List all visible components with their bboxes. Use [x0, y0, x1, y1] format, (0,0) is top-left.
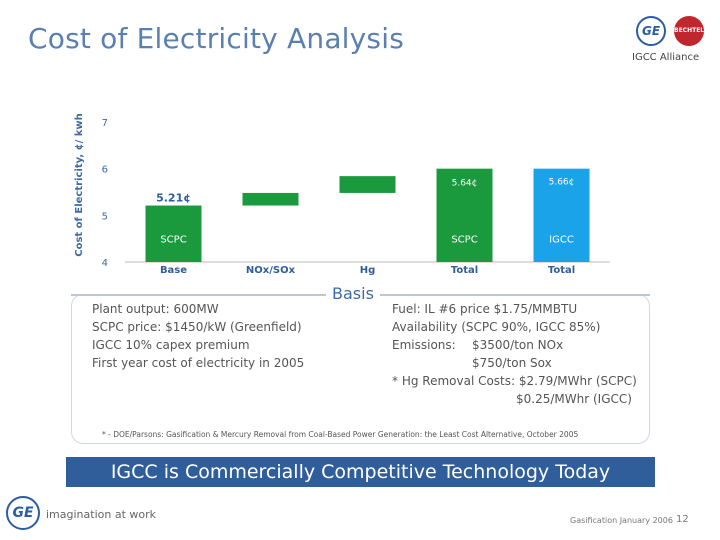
- hg-removal-line1: * Hg Removal Costs: $2.79/MWhr (SCPC): [392, 374, 637, 388]
- hg-removal-line2: $0.25/MWhr (IGCC): [516, 392, 632, 406]
- waterfall-chart: Cost of Electricity, ¢/ kwh 4 5 6 7 5.21¢ SCPC…: [74, 113, 610, 276]
- page-title: Cost of Electricity Analysis: [28, 22, 404, 55]
- y-tick-label: 7: [102, 118, 108, 129]
- bar-inside-label: SCPC: [160, 235, 186, 246]
- bar-hg: [339, 176, 396, 193]
- fuel-text: Fuel: IL #6 price $1.75/MMBTU: [392, 302, 578, 316]
- tagline: imagination at work: [46, 508, 156, 521]
- bar-value-label: 5.64¢: [452, 178, 478, 188]
- basis-item: IGCC 10% capex premium: [92, 338, 250, 352]
- bar-value-label: 5.21¢: [156, 192, 191, 205]
- bar-total: [436, 168, 493, 262]
- alliance-logo-text: IGCC Alliance: [632, 52, 700, 63]
- x-tick-label: Total: [451, 265, 478, 276]
- bar-inside-label: SCPC: [451, 235, 477, 246]
- ge-logo-bottom-icon: GE: [6, 496, 40, 530]
- x-tick-label: Hg: [360, 265, 376, 276]
- y-tick-label: 4: [102, 258, 108, 269]
- basis-item: Plant output: 600MW: [92, 302, 219, 316]
- conclusion-banner: IGCC is Commercially Competitive Technol…: [66, 457, 655, 487]
- page-number: 12: [676, 514, 689, 525]
- y-tick-label: 6: [102, 165, 108, 176]
- y-tick-label: 5: [102, 211, 108, 222]
- emissions-label: Emissions:: [392, 338, 456, 352]
- footer-text: Gasification January 2006: [570, 516, 673, 525]
- x-tick-label: NOx/SOx: [246, 265, 296, 276]
- bar-total: [533, 168, 590, 262]
- emissions-sox: $750/ton Sox: [472, 356, 552, 370]
- emissions-row: Emissions: $3500/ton NOx: [392, 336, 637, 354]
- basis-item: First year cost of electricity in 2005: [92, 356, 305, 370]
- x-tick-label: Total: [548, 265, 575, 276]
- basis-left-column: Plant output: 600MW SCPC price: $1450/kW…: [92, 300, 304, 372]
- bar-base: [145, 205, 202, 262]
- basis-right-column: Fuel: IL #6 price $1.75/MMBTU Availabili…: [392, 300, 637, 408]
- availability-text: Availability (SCPC 90%, IGCC 85%): [392, 320, 601, 334]
- bechtel-logo-icon: BECHTEL: [674, 16, 704, 46]
- basis-title: Basis: [326, 284, 380, 303]
- alliance-logos: GE BECHTEL IGCC Alliance: [628, 14, 714, 70]
- emissions-nox: $3500/ton NOx: [472, 338, 564, 352]
- x-tick-label: Base: [160, 265, 187, 276]
- footnote: * - DOE/Parsons: Gasification & Mercury …: [102, 430, 579, 439]
- bar-inside-label: IGCC: [549, 235, 574, 246]
- ge-logo-icon: GE: [636, 16, 666, 46]
- bar-value-label: 5.66¢: [549, 178, 575, 188]
- bar-nox-sox: [242, 192, 299, 206]
- basis-item: SCPC price: $1450/kW (Greenfield): [92, 320, 302, 334]
- y-axis-label: Cost of Electricity, ¢/ kwh: [74, 113, 85, 257]
